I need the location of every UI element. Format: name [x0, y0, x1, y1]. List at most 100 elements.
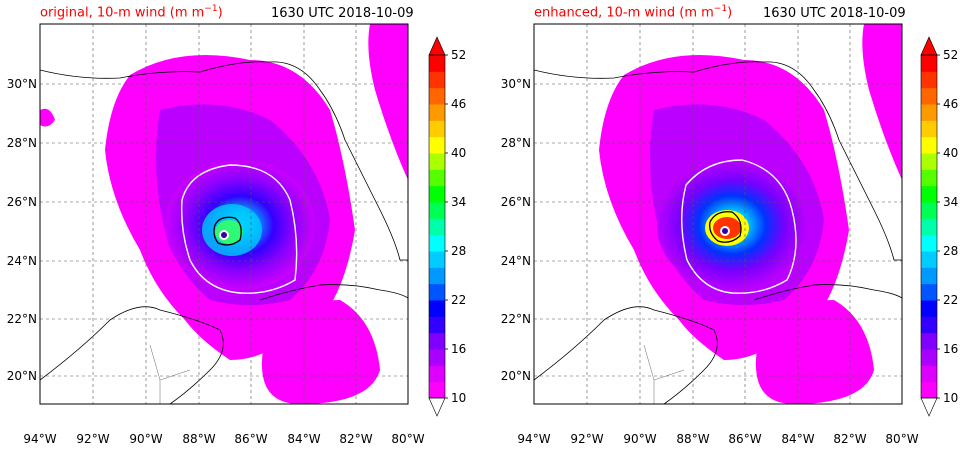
colorbar-tick-label: 22	[451, 293, 466, 307]
lat-tick-label: 20°N	[7, 369, 37, 383]
colorbar-segment	[921, 104, 937, 121]
lon-tick-label: 88°W	[182, 432, 215, 446]
colorbar-tick-label: 34	[451, 195, 466, 209]
map-enhanced: 30°N 28°N 26°N 24°N 22°N 20°N 94°W 92°W …	[501, 23, 958, 446]
map-original: 30°N 28°N 26°N 24°N 22°N 20°N 94°W 92°W …	[7, 23, 466, 446]
panel-title-enhanced: enhanced, 10-m wind (m m−1)	[534, 4, 733, 21]
lon-tick-label: 84°W	[287, 432, 320, 446]
lon-tick-label: 80°W	[885, 432, 918, 446]
colorbar-tick-label: 16	[943, 342, 958, 356]
lat-tick-label: 26°N	[501, 195, 531, 209]
lon-tick-label: 90°W	[129, 432, 162, 446]
colorbar-segment	[429, 349, 445, 366]
panel-datetime-original: 1630 UTC 2018-10-09	[271, 6, 414, 21]
colorbar-segment	[921, 283, 937, 301]
lon-tick-label: 92°W	[570, 432, 603, 446]
colorbar-segment	[429, 87, 445, 105]
colorbar-segment	[429, 234, 445, 252]
colorbar-segment	[429, 218, 445, 236]
colorbar-tick-label: 16	[451, 342, 466, 356]
lat-tick-label: 28°N	[7, 136, 37, 150]
colorbar-segment	[429, 267, 445, 285]
colorbar-tick-label: 52	[451, 48, 466, 62]
lon-tick-label: 92°W	[76, 432, 109, 446]
lon-tick-label: 84°W	[781, 432, 814, 446]
colorbar-tick-label: 46	[451, 97, 466, 111]
colorbar-segment	[429, 300, 445, 317]
lat-tick-label: 24°N	[501, 254, 531, 268]
lon-tick-label: 80°W	[391, 432, 424, 446]
colorbar-tick-label: 40	[451, 146, 466, 160]
lat-tick-label: 30°N	[7, 77, 37, 91]
lat-tick-label: 24°N	[7, 254, 37, 268]
colorbar-segment	[921, 349, 937, 366]
colorbar-tick-label: 46	[943, 97, 958, 111]
colorbar-segment	[429, 283, 445, 301]
lon-tick-label: 86°W	[234, 432, 267, 446]
colorbar-segment	[921, 267, 937, 285]
colorbar-segment	[921, 381, 937, 399]
panel-enhanced: enhanced, 10-m wind (m m−1) 1630 UTC 201…	[482, 0, 964, 453]
colorbar-segment	[429, 120, 445, 138]
colorbar-extend-min	[428, 397, 446, 417]
colorbar-segment	[921, 136, 937, 154]
lon-tick-label: 90°W	[623, 432, 656, 446]
colorbar-tick-label: 34	[943, 195, 958, 209]
colorbar-segment	[429, 55, 445, 72]
colorbar-tick-label: 52	[943, 48, 958, 62]
colorbar-extend-min	[920, 397, 938, 417]
colorbar-segment	[921, 251, 937, 268]
colorbar-segment	[429, 381, 445, 399]
lon-tick-label: 82°W	[833, 432, 866, 446]
colorbar-segment	[921, 316, 937, 334]
colorbar-segment	[921, 185, 937, 203]
colorbar-tick-label: 10	[451, 391, 466, 405]
lat-tick-label: 22°N	[501, 312, 531, 326]
colorbar-tick-label: 28	[943, 244, 958, 258]
colorbar-segment	[921, 87, 937, 105]
colorbar-extend-max	[920, 36, 938, 56]
lon-tick-label: 82°W	[339, 432, 372, 446]
lat-tick-label: 26°N	[7, 195, 37, 209]
colorbar-segment	[429, 202, 445, 219]
colorbar-segment	[921, 218, 937, 236]
colorbar-segment	[429, 185, 445, 203]
colorbar-segment	[921, 365, 937, 383]
lat-tick-label: 20°N	[501, 369, 531, 383]
lat-tick-label: 22°N	[7, 312, 37, 326]
colorbar-extend-max	[428, 36, 446, 56]
lon-tick-label: 86°W	[728, 432, 761, 446]
colorbar-segment	[429, 169, 445, 187]
lon-tick-label: 94°W	[517, 432, 550, 446]
lat-tick-label: 28°N	[501, 136, 531, 150]
colorbar-tick-label: 28	[451, 244, 466, 258]
colorbar-segment	[921, 202, 937, 219]
colorbar-tick-label: 10	[943, 391, 958, 405]
lon-tick-label: 94°W	[23, 432, 56, 446]
colorbar-tick-label: 40	[943, 146, 958, 160]
colorbar-segment	[429, 153, 445, 170]
colorbar-tick-label: 22	[943, 293, 958, 307]
colorbar-segment	[921, 71, 937, 89]
colorbar-segment	[429, 104, 445, 121]
lat-tick-label: 30°N	[501, 77, 531, 91]
panel-datetime-enhanced: 1630 UTC 2018-10-09	[763, 6, 906, 21]
colorbar-segment	[429, 251, 445, 268]
colorbar-enhanced: 52 46 40 34 28 22 16 10	[920, 36, 958, 417]
colorbar-original: 52 46 40 34 28 22 16 10	[428, 36, 466, 417]
colorbar-segment	[921, 55, 937, 72]
colorbar-segment	[429, 316, 445, 334]
colorbar-segment	[429, 71, 445, 89]
colorbar-segment	[429, 365, 445, 383]
colorbar-segment	[921, 153, 937, 170]
colorbar-segment	[921, 234, 937, 252]
lon-tick-label: 88°W	[676, 432, 709, 446]
colorbar-segment	[921, 169, 937, 187]
colorbar-segment	[921, 300, 937, 317]
colorbar-segment	[921, 120, 937, 138]
colorbar-segment	[429, 136, 445, 154]
colorbar-segment	[429, 332, 445, 350]
colorbar-segment	[921, 332, 937, 350]
panel-original: original, 10-m wind (m m−1) 1630 UTC 201…	[7, 4, 467, 446]
panel-title-original: original, 10-m wind (m m−1)	[40, 4, 223, 21]
